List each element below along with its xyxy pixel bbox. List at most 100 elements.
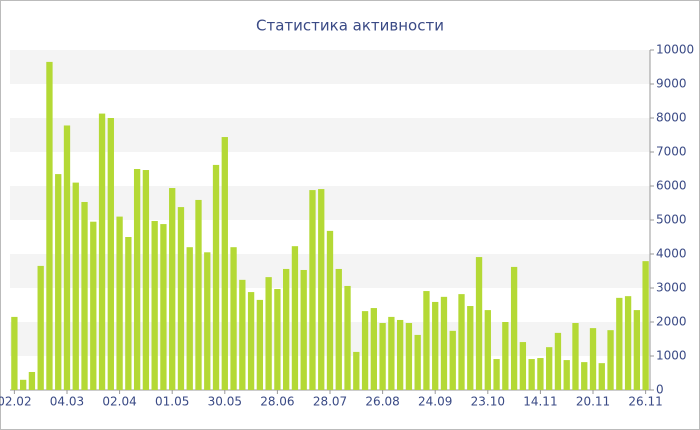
bar bbox=[221, 137, 228, 390]
bar bbox=[624, 296, 632, 390]
bar bbox=[519, 342, 527, 390]
x-tick-label: 01.05 bbox=[155, 395, 189, 409]
x-tick-label: 23.10 bbox=[471, 395, 505, 409]
bar bbox=[554, 332, 562, 390]
bar bbox=[414, 334, 421, 390]
x-tick-label: 28.07 bbox=[313, 395, 347, 409]
grid-band bbox=[10, 118, 650, 152]
bar bbox=[502, 322, 509, 390]
bar bbox=[169, 188, 176, 390]
bar bbox=[405, 323, 413, 390]
bar bbox=[98, 113, 106, 390]
x-tick-label: 14.11 bbox=[523, 395, 557, 409]
bar bbox=[19, 379, 27, 390]
bar bbox=[46, 61, 53, 391]
x-tick-label: 28.06 bbox=[260, 395, 294, 409]
bar bbox=[107, 118, 114, 390]
grid-band bbox=[10, 186, 650, 220]
bar bbox=[186, 247, 193, 390]
bar bbox=[81, 201, 88, 390]
bar bbox=[510, 266, 518, 390]
bar bbox=[291, 246, 299, 390]
bar bbox=[116, 216, 123, 390]
y-tick-label: 5000 bbox=[656, 213, 687, 227]
x-tick-label: 26.08 bbox=[365, 395, 399, 409]
bar bbox=[589, 328, 597, 390]
bar bbox=[142, 170, 150, 390]
y-tick-label: 7000 bbox=[656, 145, 687, 159]
bar bbox=[572, 323, 579, 390]
bar bbox=[353, 351, 360, 390]
bar bbox=[361, 311, 369, 390]
bar bbox=[475, 257, 483, 390]
chart-title: Статистика активности bbox=[256, 17, 444, 35]
bar bbox=[204, 252, 211, 390]
bar bbox=[467, 306, 474, 390]
bar bbox=[563, 360, 570, 390]
bar bbox=[309, 190, 316, 390]
bar bbox=[256, 299, 264, 390]
bar bbox=[283, 268, 290, 390]
bar bbox=[90, 221, 97, 390]
y-tick-label: 9000 bbox=[656, 77, 687, 91]
bar bbox=[326, 230, 334, 390]
bar bbox=[247, 292, 255, 390]
y-tick-label: 1000 bbox=[656, 349, 687, 363]
bar bbox=[370, 308, 377, 390]
bar bbox=[239, 279, 246, 390]
x-tick-label: 24.09 bbox=[418, 395, 452, 409]
bar bbox=[230, 247, 237, 390]
bar bbox=[177, 207, 185, 390]
bar bbox=[28, 371, 36, 390]
bar bbox=[633, 310, 641, 390]
bar bbox=[493, 359, 500, 390]
bar bbox=[160, 224, 167, 390]
bar bbox=[300, 269, 307, 390]
bar bbox=[72, 182, 79, 390]
grid-band bbox=[10, 50, 650, 84]
bar bbox=[607, 330, 614, 390]
y-tick-label: 6000 bbox=[656, 179, 687, 193]
x-tick-label: 04.03 bbox=[50, 395, 84, 409]
bar bbox=[151, 221, 158, 390]
bar bbox=[37, 265, 44, 390]
bar bbox=[379, 323, 386, 390]
x-tick-label: 02.02 bbox=[0, 395, 32, 409]
bar bbox=[195, 199, 202, 390]
bar bbox=[335, 268, 342, 390]
bar bbox=[212, 164, 220, 390]
bar bbox=[396, 319, 404, 390]
y-tick-label: 0 bbox=[656, 383, 664, 397]
x-tick-label: 26.11 bbox=[628, 395, 662, 409]
bar bbox=[125, 237, 132, 390]
y-tick-label: 10000 bbox=[656, 43, 694, 57]
x-tick-label: 02.04 bbox=[102, 395, 136, 409]
bar bbox=[642, 261, 649, 390]
bar bbox=[546, 347, 553, 390]
bar bbox=[344, 285, 351, 390]
y-tick-label: 4000 bbox=[656, 247, 687, 261]
y-tick-label: 3000 bbox=[656, 281, 687, 295]
bar bbox=[63, 125, 71, 390]
bar bbox=[458, 294, 465, 390]
bar bbox=[616, 297, 623, 390]
bar bbox=[388, 316, 395, 390]
bar bbox=[449, 330, 456, 390]
y-tick-label: 2000 bbox=[656, 315, 687, 329]
bar bbox=[484, 310, 491, 390]
bar bbox=[11, 316, 18, 390]
bar bbox=[318, 189, 325, 390]
bar bbox=[133, 169, 141, 390]
bar bbox=[274, 289, 281, 390]
y-tick-label: 8000 bbox=[656, 111, 687, 125]
bar bbox=[440, 296, 448, 390]
x-tick-label: 30.05 bbox=[208, 395, 242, 409]
bar bbox=[55, 174, 62, 390]
bar bbox=[581, 362, 588, 390]
bar bbox=[598, 363, 605, 390]
bar bbox=[423, 291, 430, 390]
bar bbox=[528, 359, 535, 390]
bar bbox=[537, 358, 544, 390]
bar bbox=[432, 301, 439, 390]
